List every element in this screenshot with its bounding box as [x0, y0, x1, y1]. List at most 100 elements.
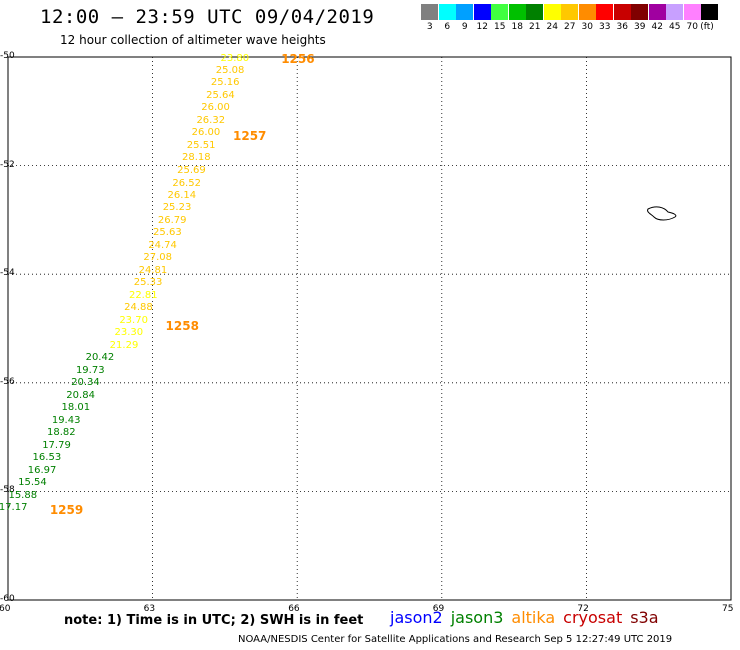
swh-measurement: 25.51: [186, 139, 216, 151]
scale-swatch: [438, 4, 456, 20]
lon-tick-label: 63: [143, 604, 156, 614]
scale-swatch: [701, 4, 718, 20]
map-border: [7, 56, 732, 601]
lat-tick-label: -60: [0, 594, 15, 604]
scale-label: 27: [564, 22, 576, 32]
swh-measurement: 26.00: [191, 127, 221, 139]
swh-measurement: 28.18: [181, 151, 211, 163]
scale-label: 12: [476, 22, 488, 32]
scale-swatch: [666, 4, 683, 20]
swh-measurement: 26.79: [157, 214, 187, 226]
satellite-legend: jason2 jason3 altika cryosat s3a: [390, 608, 667, 627]
scale-label: 70: [686, 22, 698, 32]
scale-swatch: [473, 4, 491, 20]
scale-swatch: [648, 4, 666, 20]
swh-measurement: 24.74: [148, 239, 177, 251]
scale-swatch: [491, 4, 508, 20]
scale-swatch: [456, 4, 473, 20]
swh-measurement: 25.69: [177, 165, 206, 177]
swh-measurement: 17.17: [0, 502, 28, 514]
swh-measurement: 26.00: [201, 102, 230, 114]
scale-swatch: [631, 4, 648, 20]
lat-tick-label: -50: [0, 51, 15, 61]
scale-label: 39: [634, 22, 646, 32]
swh-measurement: 20.42: [85, 352, 115, 364]
lat-tick-label: -54: [0, 268, 15, 279]
swh-measurement: 25.63: [153, 227, 182, 239]
swh-measurement: 25.33: [133, 277, 163, 289]
page-subtitle: 12 hour collection of altimeter wave hei…: [60, 33, 326, 47]
swh-measurement: 20.84: [66, 389, 95, 401]
scale-label: 30: [581, 22, 593, 32]
scale-label: 36: [616, 22, 628, 32]
swh-measurement: 16.97: [27, 464, 57, 476]
swh-measurement: 26.52: [172, 177, 201, 189]
lon-tick-label: 75: [722, 604, 734, 614]
footer-note: note: 1) Time is in UTC; 2) SWH is in fe…: [64, 613, 364, 628]
swh-measurement: 22.81: [128, 289, 158, 301]
swh-measurement: 23.30: [114, 327, 144, 339]
island-outline: [647, 206, 677, 221]
pass-number-label: 1259: [49, 503, 84, 518]
scale-unit: (ft): [700, 22, 714, 32]
scale-swatch: [596, 4, 613, 20]
swh-measurement: 18.82: [47, 427, 76, 439]
lon-tick-label: 69: [432, 604, 445, 614]
pass-number-label: 1258: [165, 318, 199, 333]
scale-swatch: [508, 4, 526, 20]
scale-label: 3: [426, 22, 433, 32]
lon-tick-label: 60: [0, 604, 11, 614]
scale-swatch: [526, 4, 543, 20]
swh-measurement: 25.23: [162, 202, 192, 214]
swh-measurement: 25.16: [210, 77, 240, 89]
swh-measurement: 16.53: [32, 452, 62, 464]
swh-measurement: 23.70: [119, 314, 148, 326]
satellite-legend-item: cryosat: [563, 608, 623, 627]
swh-measurement: 17.79: [42, 439, 71, 451]
pass-number-label: 1256: [281, 51, 315, 66]
lon-tick-label: 66: [288, 604, 300, 614]
swh-measurement: 24.81: [138, 264, 168, 276]
scale-swatch: [561, 4, 578, 20]
scale-label: 6: [444, 22, 451, 32]
satellite-legend-item: jason3: [450, 608, 504, 627]
pass-number-label: 1257: [233, 128, 267, 143]
scale-label: 21: [529, 22, 541, 32]
scale-swatch: [543, 4, 561, 20]
scale-swatch: [613, 4, 631, 20]
scale-label: 24: [546, 22, 558, 32]
swh-measurement: 21.29: [109, 339, 139, 351]
lat-tick-label: -52: [0, 159, 15, 170]
swh-measurement: 25.64: [206, 89, 235, 101]
swh-measurement: 15.88: [8, 489, 38, 501]
map-grid: [7, 56, 732, 601]
swh-measurement: 23.80: [220, 52, 250, 64]
page-title: 12:00 – 23:59 UTC 09/04/2019: [40, 6, 375, 28]
lat-tick-label: -56: [0, 376, 15, 387]
scale-swatch: [421, 4, 438, 20]
swh-measurement: 27.08: [143, 252, 173, 264]
scale-swatch: [683, 4, 701, 20]
scale-label: 18: [511, 22, 523, 32]
lat-tick-label: -58: [0, 485, 15, 496]
scale-label: 42: [651, 22, 663, 32]
swh-measurement: 15.54: [18, 477, 47, 489]
satellite-legend-item: altika: [511, 608, 556, 627]
swh-measurement: 20.34: [71, 377, 100, 389]
lon-tick-label: 72: [577, 604, 589, 614]
scale-label: 15: [494, 22, 506, 32]
swh-measurement: 25.08: [215, 64, 245, 76]
swh-measurement: 18.01: [61, 402, 91, 414]
scale-swatch: [578, 4, 596, 20]
scale-label: 45: [669, 22, 681, 32]
map-plot-area: 60 63 66 69 72 75 -50 -52 -54 -56 -58 -60 23.80 25.08…: [0, 51, 733, 614]
satellite-legend-item: s3a: [630, 608, 659, 627]
scale-label: 9: [461, 22, 468, 32]
swh-measurement: 26.32: [196, 114, 226, 126]
swh-measurement: 26.14: [167, 190, 197, 201]
swh-measurement: 19.73: [75, 364, 105, 376]
credit-line: NOAA/NESDIS Center for Satellite Applica…: [238, 634, 673, 645]
swh-measurement: 19.43: [51, 414, 81, 426]
swh-measurement: 24.88: [124, 302, 153, 314]
scale-label: 33: [599, 22, 611, 32]
